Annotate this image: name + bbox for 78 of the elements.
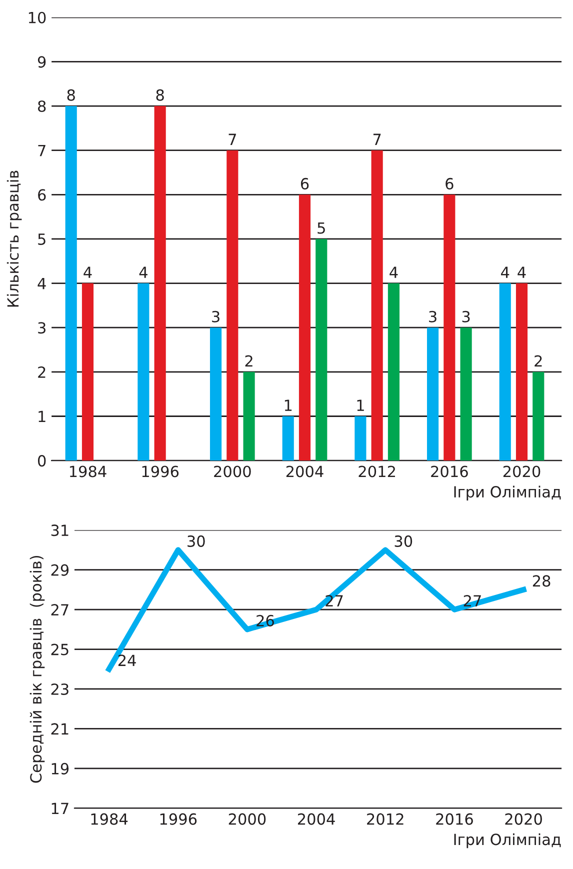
x-tick-label: 2016 [431, 466, 468, 478]
bar [388, 283, 400, 461]
y-tick-label: 27 [51, 604, 68, 616]
x-tick-label: 1984 [91, 813, 128, 825]
y-tick-label: 23 [51, 683, 68, 696]
y-tick-label: 29 [51, 564, 69, 576]
x-tick-label: 2004 [298, 813, 335, 825]
data-label: 24 [118, 654, 136, 666]
x-tick-label: 2000 [228, 813, 266, 825]
data-label: 7 [373, 134, 381, 145]
data-label: 2 [245, 355, 252, 367]
y-tick-label: 0 [38, 455, 46, 467]
data-label: 4 [501, 266, 510, 278]
x-axis-title: Ігри Олімпіад [454, 833, 561, 848]
bar [138, 283, 150, 461]
bar [243, 372, 255, 461]
x-tick-label: 1996 [142, 466, 179, 478]
y-tick-label: 8 [38, 100, 46, 112]
y-tick-label: 21 [51, 723, 68, 735]
data-label: 4 [139, 266, 148, 278]
data-label: 4 [84, 266, 92, 278]
y-tick-label: 31 [51, 524, 68, 536]
bar [210, 328, 222, 461]
bar [226, 150, 238, 461]
bar [65, 106, 77, 461]
y-tick-label: 4 [38, 278, 46, 290]
bar [154, 106, 166, 461]
bar [499, 283, 511, 461]
data-label: 30 [188, 535, 205, 547]
x-axis-title: Ігри Олімпіад [454, 486, 561, 501]
x-tick-label: 1996 [160, 813, 197, 825]
bar [444, 194, 456, 461]
y-tick-label: 10 [28, 12, 46, 24]
x-tick-label: 2020 [505, 813, 542, 825]
data-label: 8 [156, 89, 164, 101]
bar [460, 328, 472, 461]
data-label: 1 [284, 400, 292, 411]
data-label: 2 [534, 355, 542, 367]
x-tick-label: 2004 [286, 466, 324, 478]
y-tick-label: 2 [38, 366, 46, 378]
y-tick-label: 6 [38, 189, 46, 201]
x-tick-label: 1984 [70, 466, 106, 478]
x-tick-label: 2000 [214, 466, 251, 478]
y-tick-label: 25 [51, 644, 68, 656]
data-label: 5 [318, 222, 325, 234]
bar [371, 150, 383, 461]
bar [282, 416, 294, 461]
y-tick-label: 3 [38, 322, 46, 334]
bar [532, 372, 544, 461]
x-tick-label: 2012 [358, 466, 395, 478]
data-label: 4 [518, 266, 526, 278]
bar [516, 283, 528, 461]
bar [298, 194, 311, 461]
y-tick-label: 7 [38, 145, 46, 156]
x-tick-label: 2020 [503, 466, 540, 478]
y-tick-label: 19 [52, 762, 69, 774]
y-axis-title: Середній вік гравців (років) [30, 556, 45, 783]
data-label: 6 [300, 178, 309, 190]
y-tick-label: 9 [38, 56, 46, 68]
data-label: 3 [212, 310, 220, 322]
y-tick-label: 1 [38, 410, 46, 422]
data-label: 4 [390, 266, 398, 278]
y-tick-label: 17 [52, 802, 68, 814]
data-label: 1 [357, 400, 364, 411]
y-tick-label: 5 [38, 234, 46, 245]
bar [82, 283, 94, 461]
data-label: 6 [446, 178, 454, 190]
x-tick-label: 2016 [436, 813, 473, 825]
bar [426, 328, 439, 461]
bar [316, 238, 328, 461]
data-label: 3 [462, 310, 470, 322]
data-label: 30 [394, 535, 412, 547]
x-tick-label: 2012 [367, 813, 404, 825]
data-label: 28 [532, 575, 550, 587]
data-label: 7 [228, 134, 236, 145]
bar [354, 416, 366, 461]
y-axis-title: Кількість гравців [6, 170, 22, 307]
data-label: 3 [429, 310, 436, 322]
